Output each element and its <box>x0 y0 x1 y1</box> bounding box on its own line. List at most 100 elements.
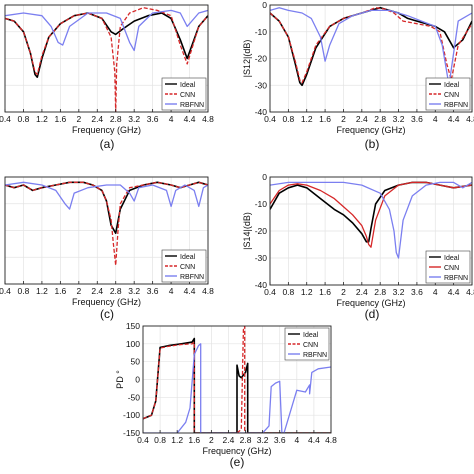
x-tick-label: 4.4 <box>184 286 196 296</box>
y-tick-label: 100 <box>126 339 140 349</box>
panel-d: 0.4 0.8 1.2 1.6 2 2.4 2.8 3.2 3.6 4 4.4 4.8 0 -10 -20 -… <box>242 172 474 321</box>
x-tick-label: 4.8 <box>466 114 474 124</box>
x-tick-label: 1.6 <box>319 287 331 297</box>
plot-frame <box>142 325 332 434</box>
legend-label: CNN <box>180 92 195 99</box>
panel-caption: (b) <box>365 137 380 151</box>
series-line-ideal <box>270 181 472 243</box>
y-tick-label: 0 <box>135 375 140 385</box>
x-tick-label: 2.8 <box>374 114 386 124</box>
x-tick-label: 4 <box>433 287 438 297</box>
legend-label: RBFNN <box>444 102 468 109</box>
x-tick-label: 2 <box>209 435 214 445</box>
legend-label: RBFNN <box>444 275 468 282</box>
series-line-cnn <box>270 7 472 84</box>
y-tick-label: -10 <box>255 27 268 37</box>
y-tick-label: 150 <box>126 321 140 331</box>
panel-caption: (c) <box>100 307 114 321</box>
legend: Ideal CNN RBFNN <box>425 77 471 111</box>
x-tick-label: 3.6 <box>411 287 423 297</box>
y-tick-label: -30 <box>255 80 268 90</box>
x-tick-label: 0.4 <box>264 287 276 297</box>
legend-label: CNN <box>444 92 459 99</box>
series-line-cnn <box>270 181 472 248</box>
x-tick-label: 0.8 <box>282 287 294 297</box>
series-line-cnn <box>143 326 331 433</box>
y-tick-label: -20 <box>255 54 268 64</box>
x-tick-label: 1.6 <box>54 286 66 296</box>
y-axis-label: |S14|(dB) <box>242 212 252 250</box>
panel-b: 0.4 0.8 1.2 1.6 2 2.4 2.8 3.2 3.6 4 4.4 4.8 0 -10 -20 -… <box>242 0 474 151</box>
legend: Ideal CNN RBFNN <box>161 249 207 283</box>
legend: Ideal CNN RBFNN <box>284 327 330 361</box>
x-tick-label: 0.8 <box>282 114 294 124</box>
x-tick-label: 4.4 <box>448 114 460 124</box>
x-tick-label: 0.4 <box>0 114 11 124</box>
x-tick-label: 4.8 <box>325 435 337 445</box>
x-tick-label: 0.8 <box>18 286 30 296</box>
x-axis-label: Frequency (GHz) <box>72 297 141 307</box>
legend: Ideal CNN RBFNN <box>161 77 207 111</box>
x-tick-label: 3.6 <box>274 435 286 445</box>
panel-caption: (e) <box>230 455 245 469</box>
panel-c: 0.4 0.8 1.2 1.6 2 2.4 2.8 3.2 3.6 4 4.4 4.8 Frequenc… <box>0 176 214 321</box>
x-tick-label: 3.6 <box>411 114 423 124</box>
legend-label: Ideal <box>180 254 196 261</box>
x-tick-label: 4.8 <box>466 287 474 297</box>
x-tick-label: 4.8 <box>202 114 214 124</box>
legend-label: CNN <box>303 342 318 349</box>
plot-frame <box>4 4 209 113</box>
x-tick-label: 3.2 <box>128 286 140 296</box>
panel-caption: (d) <box>365 307 380 321</box>
panel-a: 0.4 0.8 1.2 1.6 2 2.4 2.8 3.2 3.6 4 4.4 4.8 Frequenc… <box>0 4 214 151</box>
plot-frame <box>269 176 473 286</box>
x-tick-label: 1.6 <box>188 435 200 445</box>
y-axis-label: PD ° <box>115 370 125 389</box>
y-tick-label: 0 <box>262 0 267 10</box>
y-tick-label: -50 <box>128 392 141 402</box>
x-tick-label: 1.2 <box>36 286 48 296</box>
legend-label: Ideal <box>444 255 460 262</box>
plot-frame <box>269 4 473 113</box>
legend-label: Ideal <box>180 82 196 89</box>
x-axis-label: Frequency (GHz) <box>72 125 141 135</box>
legend-label: RBFNN <box>180 274 204 281</box>
panel-e: 0.4 0.8 1.2 1.6 2 2.4 2.8 3.2 3.6 4 4.4 4.8 150 100 50… <box>115 321 337 469</box>
y-tick-label: -10 <box>255 199 268 209</box>
x-tick-label: 0.4 <box>264 114 276 124</box>
x-tick-label: 0.8 <box>18 114 30 124</box>
x-tick-label: 4.8 <box>202 286 214 296</box>
y-tick-label: 50 <box>131 357 141 367</box>
x-tick-label: 4.4 <box>184 114 196 124</box>
y-tick-label: -40 <box>255 280 268 290</box>
x-tick-label: 2.4 <box>91 114 103 124</box>
y-tick-label: 0 <box>262 172 267 182</box>
x-tick-label: 3.2 <box>393 114 405 124</box>
x-tick-label: 3.2 <box>257 435 269 445</box>
x-axis-label: Frequency (GHz) <box>202 446 271 456</box>
x-tick-label: 1.6 <box>319 114 331 124</box>
legend-label: Ideal <box>303 332 319 339</box>
x-tick-label: 0.4 <box>137 435 149 445</box>
y-tick-label: -40 <box>255 107 268 117</box>
series-line-rbfnn <box>143 343 331 433</box>
x-axis-label: Frequency (GHz) <box>336 298 405 308</box>
legend-label: RBFNN <box>303 352 327 359</box>
x-tick-label: 4 <box>294 435 299 445</box>
x-tick-label: 4 <box>433 114 438 124</box>
y-axis-label: |S12|(dB) <box>242 40 252 78</box>
x-tick-label: 2.8 <box>374 287 386 297</box>
x-tick-label: 2.4 <box>91 286 103 296</box>
x-tick-label: 1.2 <box>301 114 313 124</box>
series-line-rbfnn <box>5 181 208 210</box>
legend: Ideal CNN RBFNN <box>425 250 471 284</box>
x-tick-label: 1.2 <box>171 435 183 445</box>
x-tick-label: 3.2 <box>393 287 405 297</box>
series-line-rbfnn <box>270 181 472 259</box>
x-tick-label: 2 <box>76 286 81 296</box>
x-axis-label: Frequency (GHz) <box>336 125 405 135</box>
x-tick-label: 1.2 <box>36 114 48 124</box>
series-line-ideal <box>270 6 472 87</box>
x-tick-label: 2.4 <box>356 287 368 297</box>
